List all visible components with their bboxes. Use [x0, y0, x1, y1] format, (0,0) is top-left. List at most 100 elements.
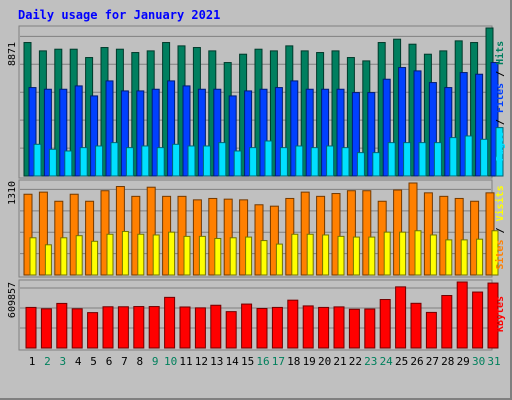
visits-bar-day-24 — [383, 231, 391, 276]
files-bar-day-2 — [43, 88, 52, 177]
x-tick-day-5: 5 — [90, 355, 97, 368]
x-tick-day-13: 13 — [210, 355, 223, 368]
pages-bar-day-4 — [79, 147, 88, 177]
pages-bar-day-10 — [172, 143, 181, 177]
files-bar-day-20 — [321, 88, 330, 177]
files-bar-day-12 — [197, 88, 206, 177]
files-bar-day-5 — [90, 95, 99, 177]
visits-bar-day-10 — [168, 231, 176, 276]
kbytes-bar-day-24 — [379, 299, 391, 349]
legend-entry: / — [495, 65, 506, 83]
files-bar-day-16 — [259, 88, 268, 177]
x-tick-day-7: 7 — [121, 355, 128, 368]
visits-bar-day-20 — [322, 234, 330, 276]
legend-entry: Pages — [495, 131, 506, 161]
kbytes-bar-day-10 — [164, 296, 176, 349]
legend-entry: / — [495, 221, 506, 239]
kbytes-bar-day-3 — [56, 302, 68, 349]
pages-bar-day-19 — [310, 147, 319, 177]
visits-bar-day-11 — [183, 235, 191, 276]
files-bar-day-26 — [413, 70, 422, 177]
sites-bar-day-26 — [408, 182, 418, 276]
kbytes-bar-day-27 — [425, 311, 437, 349]
x-tick-day-10: 10 — [164, 355, 177, 368]
visits-bar-day-22 — [352, 236, 360, 276]
pages-bar-day-13 — [218, 142, 227, 177]
pages-bar-day-11 — [187, 145, 196, 177]
files-bar-day-21 — [336, 88, 345, 177]
kbytes-bar-day-12 — [194, 307, 206, 349]
kbytes-bar-day-1 — [25, 306, 37, 349]
sites-bar-day-29 — [454, 197, 464, 276]
x-tick-day-24: 24 — [380, 355, 394, 368]
pages-bar-day-5 — [95, 145, 104, 177]
sites-bar-day-16 — [254, 204, 264, 276]
x-tick-day-23: 23 — [364, 355, 377, 368]
x-tick-day-6: 6 — [106, 355, 113, 368]
sites-bar-day-14 — [223, 198, 233, 276]
visits-bar-day-12 — [198, 235, 206, 276]
panel-legend: Pages / Files / Hits — [494, 41, 506, 161]
x-tick-day-19: 19 — [303, 355, 316, 368]
visits-bar-day-26 — [414, 230, 422, 276]
sites-bar-day-22 — [346, 190, 356, 276]
pages-bar-day-16 — [264, 140, 273, 177]
files-bar-day-8 — [136, 90, 145, 177]
sites-bar-day-4 — [69, 193, 79, 276]
sites-bar-day-9 — [146, 186, 156, 276]
pages-bar-day-20 — [326, 145, 335, 177]
files-bar-day-1 — [28, 87, 37, 177]
sites-bar-day-11 — [177, 195, 187, 276]
pages-bar-day-6 — [110, 142, 119, 177]
x-tick-day-20: 20 — [318, 355, 331, 368]
top-panel-max-label: 8871 — [7, 42, 18, 66]
kbytes-bar-day-31 — [487, 282, 499, 349]
sites-bar-day-2 — [38, 191, 48, 276]
x-tick-day-1: 1 — [29, 355, 36, 368]
legend-entry: Visits — [494, 185, 506, 221]
visits-bar-day-19 — [306, 233, 314, 276]
visits-bar-day-21 — [337, 235, 345, 276]
files-bar-day-19 — [305, 88, 314, 177]
pages-bar-day-7 — [125, 147, 134, 177]
sites-bar-day-27 — [423, 192, 433, 276]
visits-bar-day-16 — [260, 240, 268, 276]
kbytes-bar-day-21 — [333, 306, 345, 349]
sites-bar-day-30 — [470, 200, 480, 276]
files-bar-day-6 — [105, 80, 114, 177]
visits-bar-day-25 — [399, 231, 407, 276]
files-bar-day-18 — [290, 80, 299, 177]
visits-bar-day-4 — [75, 235, 83, 276]
kbytes-bar-day-29 — [456, 281, 468, 349]
sites-bar-day-17 — [269, 205, 279, 276]
x-tick-day-18: 18 — [287, 355, 300, 368]
pages-bar-day-24 — [387, 142, 396, 177]
kbytes-bar-day-8 — [133, 306, 145, 349]
pages-bar-day-18 — [295, 145, 304, 177]
pages-bar-day-29 — [464, 135, 473, 177]
files-bar-day-28 — [444, 87, 453, 177]
kbytes-bar-day-17 — [271, 306, 283, 349]
legend-entry: / — [495, 113, 506, 131]
kbytes-bar-day-13 — [210, 304, 222, 349]
chart-title: Daily usage for January 2021 — [18, 8, 221, 22]
legend-entry: Sites — [494, 240, 506, 270]
pages-bar-day-17 — [279, 147, 288, 177]
kbytes-bar-day-28 — [441, 295, 453, 349]
panel-legend: Sites / Visits — [494, 185, 506, 269]
visits-bar-day-6 — [106, 233, 114, 276]
files-bar-day-4 — [74, 85, 83, 177]
x-tick-day-3: 3 — [59, 355, 66, 368]
files-bar-day-13 — [213, 88, 222, 177]
files-bar-day-23 — [367, 92, 376, 177]
visits-bar-day-5 — [91, 240, 99, 276]
pages-bar-day-14 — [233, 150, 242, 177]
visits-bar-day-15 — [245, 236, 253, 276]
visits-bar-day-1 — [29, 237, 37, 276]
kbytes-bar-day-9 — [148, 306, 160, 349]
x-tick-day-2: 2 — [44, 355, 51, 368]
x-tick-day-11: 11 — [179, 355, 192, 368]
x-tick-day-4: 4 — [75, 355, 82, 368]
kbytes-bar-day-26 — [410, 302, 422, 349]
